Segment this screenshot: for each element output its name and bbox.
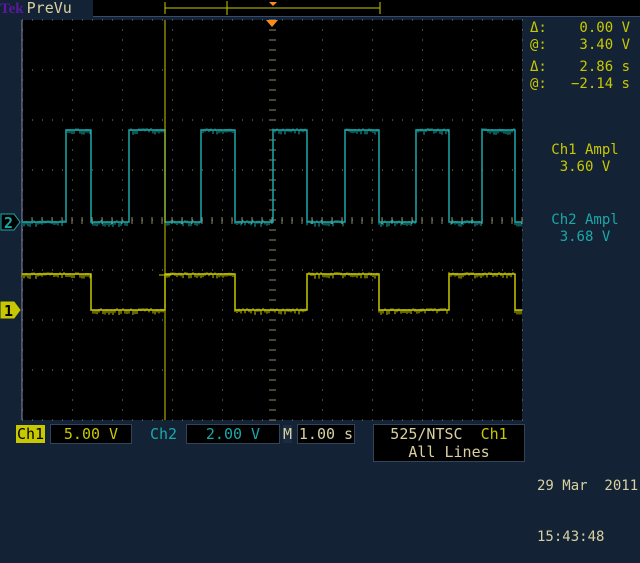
at-icon: @: bbox=[530, 37, 547, 53]
timebase-value[interactable]: 1.00 s bbox=[297, 424, 355, 444]
main-timebase-label: M bbox=[283, 425, 293, 443]
delta-icon: Δ: bbox=[530, 59, 547, 75]
time: 15:43:48 bbox=[537, 529, 605, 545]
ch1-amplitude-measurement: Ch1 Ampl 3.60 V bbox=[530, 142, 640, 176]
record-trigger-icon bbox=[269, 2, 277, 6]
measurement-value: 3.60 V bbox=[559, 159, 611, 175]
trigger-mode: 525/NTSC bbox=[390, 425, 463, 443]
ch1-waveform-noise bbox=[21, 272, 522, 315]
volt-at-value: 3.40 V bbox=[579, 37, 630, 53]
ch2-button[interactable]: Ch2 bbox=[150, 425, 178, 443]
trigger-lines: All Lines bbox=[408, 443, 490, 461]
acquisition-mode: PreVu bbox=[26, 0, 72, 17]
measurement-label: Ch2 Ampl bbox=[551, 212, 619, 228]
measurement-value: 3.68 V bbox=[559, 229, 611, 245]
ch1-marker-label: 1 bbox=[4, 302, 13, 320]
ch1-button[interactable]: Ch1 bbox=[16, 425, 46, 443]
waveform-display: 21 bbox=[0, 1, 523, 421]
ch1-waveform bbox=[22, 273, 522, 311]
date: 29 Mar 2011 bbox=[537, 478, 639, 494]
tek-logo: Tek bbox=[0, 1, 24, 17]
volt-delta-value: 0.00 V bbox=[579, 20, 630, 36]
ch2-marker-label: 2 bbox=[4, 214, 13, 232]
trigger-readout[interactable]: 525/NTSC Ch1 All Lines bbox=[373, 424, 525, 462]
at-icon: @: bbox=[530, 76, 547, 92]
voltage-cursor-readout: Δ: 0.00 V @: 3.40 V bbox=[530, 20, 630, 54]
datetime: 29 Mar 2011 15:43:48 bbox=[537, 444, 638, 563]
ch1-scale[interactable]: 5.00 V bbox=[50, 424, 132, 444]
time-at-value: −2.14 s bbox=[570, 76, 630, 92]
trigger-source: Ch1 bbox=[480, 425, 508, 443]
ch2-waveform-noise bbox=[21, 128, 522, 227]
time-delta-value: 2.86 s bbox=[579, 59, 630, 75]
delta-icon: Δ: bbox=[530, 20, 547, 36]
ch2-amplitude-measurement: Ch2 Ampl 3.68 V bbox=[530, 212, 640, 246]
ch2-scale[interactable]: 2.00 V bbox=[186, 424, 280, 444]
brand-logo: Tek PreVu bbox=[0, 0, 92, 17]
ch2-ground-marker-icon bbox=[0, 213, 21, 231]
trigger-position-icon bbox=[266, 20, 278, 27]
time-cursor-readout: Δ: 2.86 s @: −2.14 s bbox=[530, 59, 630, 93]
ch1-ground-marker-icon bbox=[0, 301, 21, 319]
measurement-label: Ch1 Ampl bbox=[551, 142, 619, 158]
